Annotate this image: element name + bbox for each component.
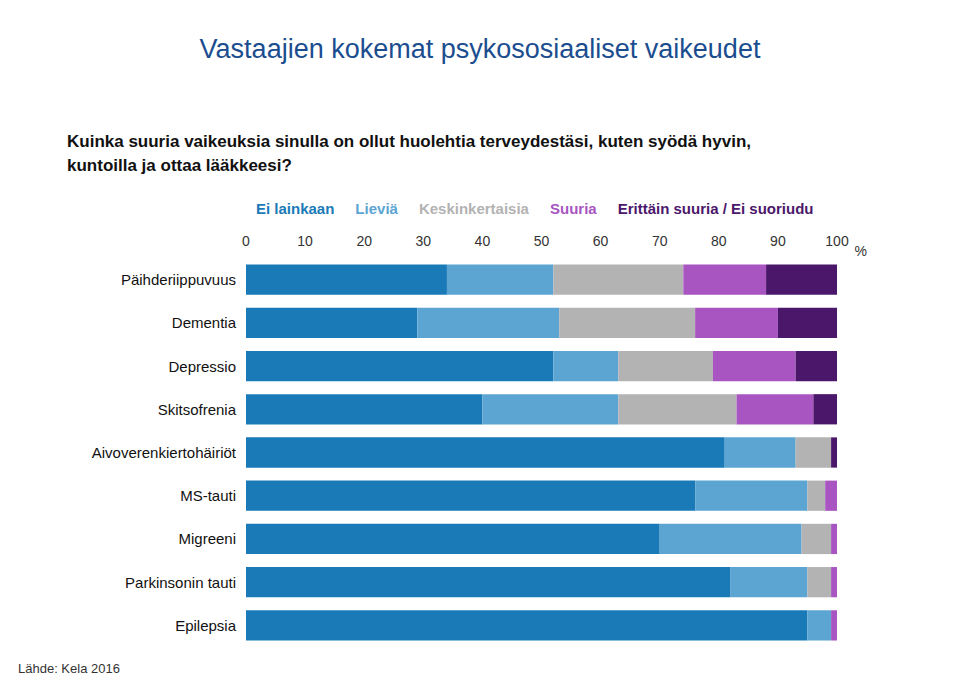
svg-text:kuntoilla ja ottaa lääkkeesi?: kuntoilla ja ottaa lääkkeesi? — [67, 156, 292, 175]
svg-text:MS-tauti: MS-tauti — [180, 487, 236, 504]
svg-text:30: 30 — [416, 233, 432, 249]
svg-text:Suuria: Suuria — [550, 200, 597, 217]
svg-text:50: 50 — [534, 233, 550, 249]
svg-text:Keskinkertaisia: Keskinkertaisia — [419, 200, 530, 217]
svg-text:Kuinka suuria vaikeuksia sinul: Kuinka suuria vaikeuksia sinulla on ollu… — [67, 132, 756, 151]
svg-text:Ei lainkaan: Ei lainkaan — [256, 200, 334, 217]
svg-text:70: 70 — [652, 233, 668, 249]
svg-text:Dementia: Dementia — [172, 314, 237, 331]
svg-text:20: 20 — [356, 233, 372, 249]
svg-text:%: % — [855, 243, 867, 259]
svg-text:Skitsofrenia: Skitsofrenia — [158, 401, 237, 418]
svg-text:90: 90 — [770, 233, 786, 249]
svg-text:60: 60 — [593, 233, 609, 249]
svg-text:10: 10 — [297, 233, 313, 249]
svg-text:Vastaajien kokemat psykososiaa: Vastaajien kokemat psykososiaaliset vaik… — [200, 34, 761, 64]
svg-text:Päihderiippuvuus: Päihderiippuvuus — [121, 271, 236, 288]
svg-text:Aivoverenkiertohäiriöt: Aivoverenkiertohäiriöt — [92, 444, 237, 461]
svg-text:Epilepsia: Epilepsia — [175, 617, 237, 634]
svg-text:Lähde: Kela 2016: Lähde: Kela 2016 — [18, 661, 120, 676]
svg-text:Parkinsonin tauti: Parkinsonin tauti — [125, 574, 236, 591]
svg-text:40: 40 — [475, 233, 491, 249]
svg-text:Lieviä: Lieviä — [355, 200, 398, 217]
svg-text:100: 100 — [825, 233, 849, 249]
svg-text:Depressio: Depressio — [168, 358, 236, 375]
svg-text:80: 80 — [711, 233, 727, 249]
svg-text:0: 0 — [242, 233, 250, 249]
svg-text:Migreeni: Migreeni — [178, 530, 236, 547]
svg-text:Erittäin suuria / Ei suoriudu: Erittäin suuria / Ei suoriudu — [618, 200, 814, 217]
